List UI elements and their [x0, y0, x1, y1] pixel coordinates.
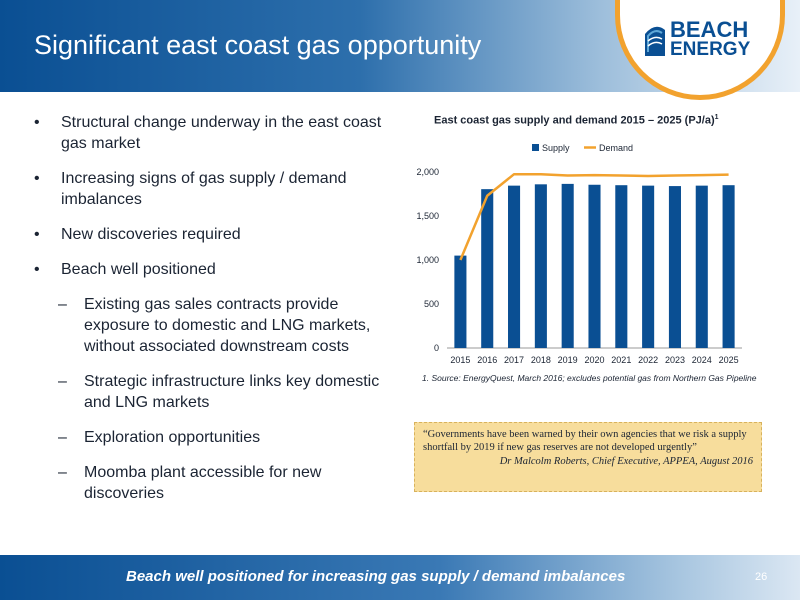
sub-bullet-text: Exploration opportunities: [84, 429, 261, 446]
bullet-item: • Increasing signs of gas supply / demand…: [34, 168, 384, 210]
bullet-item: • New discoveries required: [34, 224, 384, 245]
bullet-list: • Structural change underway in the east …: [34, 112, 384, 518]
sub-bullet-symbol: –: [58, 464, 67, 481]
slide-title: Significant east coast gas opportunity: [34, 30, 482, 60]
legend-label-demand: Demand: [599, 143, 633, 153]
supply-bar: [561, 183, 574, 348]
x-tick-label: 2025: [719, 355, 739, 365]
supply-bar: [615, 185, 628, 348]
chart-title: East coast gas supply and demand 2015 – …: [434, 114, 719, 127]
bullet-item: • Beach well positioned: [34, 259, 384, 280]
demand-line: [459, 172, 729, 261]
bullet-item: • Structural change underway in the east …: [34, 112, 384, 154]
bullet-symbol: •: [34, 114, 40, 131]
y-tick-label: 0: [434, 343, 439, 353]
x-tick-label: 2015: [450, 355, 470, 365]
chart-title-footnote-marker: 1: [714, 114, 719, 121]
supply-bar: [508, 185, 521, 348]
sub-bullet-text: Strategic infrastructure links key domes…: [84, 373, 380, 411]
bullet-text: Structural change underway in the east c…: [61, 114, 382, 152]
supply-bar: [722, 185, 735, 348]
sub-bullet-symbol: –: [58, 429, 67, 446]
legend-swatch-supply: [532, 144, 539, 151]
sub-bullet-item: – Strategic infrastructure links key dome…: [34, 371, 384, 413]
supply-bar: [695, 185, 708, 348]
sub-bullet-text: Moomba plant accessible for new discover…: [84, 464, 322, 502]
chart-source-note: 1. Source: EnergyQuest, March 2016; excl…: [422, 373, 757, 383]
sub-bullet-item: – Exploration opportunities: [34, 427, 384, 448]
supply-bar: [588, 184, 601, 348]
sub-bullet-symbol: –: [58, 373, 67, 390]
x-tick-label: 2023: [665, 355, 685, 365]
supply-bar: [454, 255, 467, 348]
logo-line-1: BEACH: [670, 17, 749, 42]
quote-box: “Governments have been warned by their o…: [414, 422, 762, 492]
supply-bar: [481, 189, 494, 348]
chart-title-text: East coast gas supply and demand 2015 – …: [434, 114, 715, 127]
y-tick-label: 500: [424, 299, 439, 309]
bullet-symbol: •: [34, 226, 40, 243]
y-tick-label: 1,000: [416, 255, 439, 265]
sub-bullet-item: – Existing gas sales contracts provide ex…: [34, 294, 384, 357]
footer-banner: [0, 555, 800, 600]
x-tick-label: 2022: [638, 355, 658, 365]
x-tick-label: 2018: [531, 355, 551, 365]
x-tick-label: 2020: [584, 355, 604, 365]
bullet-text: Beach well positioned: [61, 261, 216, 278]
beach-logo-icon: [645, 26, 665, 56]
quote-attribution: Dr Malcolm Roberts, Chief Executive, APP…: [499, 456, 753, 467]
sub-bullet-text: Existing gas sales contracts provide exp…: [84, 296, 371, 355]
supply-demand-chart: Supply Demand 0 500 1,000 1,500 2,000 2015 2016 2…: [416, 143, 742, 365]
bullet-symbol: •: [34, 170, 40, 187]
bullet-symbol: •: [34, 261, 40, 278]
supply-bar: [642, 185, 655, 348]
sub-bullet-symbol: –: [58, 296, 67, 313]
supply-bar: [534, 184, 547, 348]
company-logo: BEACH ENERGY: [670, 17, 751, 60]
x-tick-label: 2021: [611, 355, 631, 365]
x-tick-label: 2024: [692, 355, 712, 365]
quote-text: “Governments have been warned by their o…: [423, 429, 747, 453]
logo-line-2: ENERGY: [670, 39, 751, 60]
bullet-text: Increasing signs of gas supply / demand …: [61, 170, 347, 208]
legend-label-supply: Supply: [542, 143, 570, 153]
x-tick-label: 2017: [504, 355, 524, 365]
sub-bullet-item: – Moomba plant accessible for new discove…: [34, 462, 384, 504]
y-tick-label: 1,500: [416, 211, 439, 221]
footer-tagline: Beach well positioned for increasing gas…: [126, 568, 626, 585]
supply-bar: [668, 186, 681, 348]
x-tick-label: 2019: [558, 355, 578, 365]
y-tick-label: 2,000: [416, 167, 439, 177]
bullet-text: New discoveries required: [61, 226, 241, 243]
x-tick-label: 2016: [477, 355, 497, 365]
page-number: 26: [755, 571, 768, 583]
